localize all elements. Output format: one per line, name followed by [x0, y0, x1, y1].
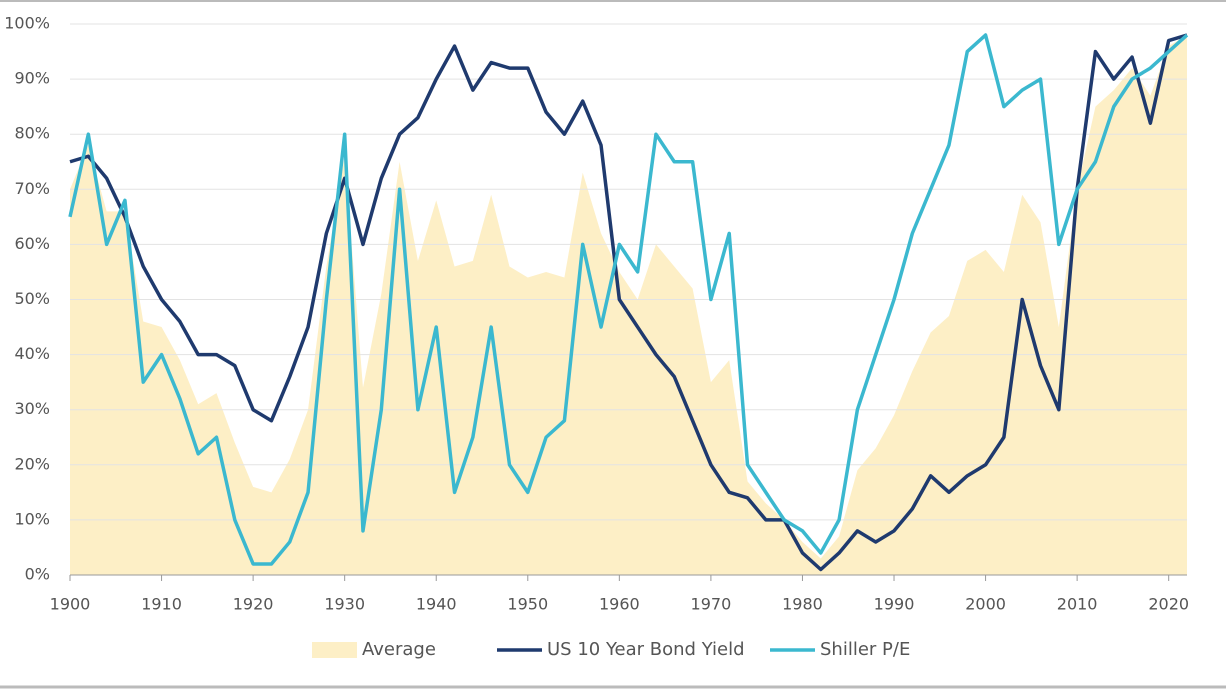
y-tick-label: 80%	[14, 124, 50, 143]
x-tick-label: 1930	[324, 595, 365, 614]
y-tick-label: 50%	[14, 289, 50, 308]
line	[68, 33, 1189, 566]
x-tick-label: 1980	[782, 595, 823, 614]
area	[70, 35, 1187, 575]
x-tick-label: 1960	[599, 595, 640, 614]
y-tick-label: 30%	[14, 399, 50, 418]
x-tick-label: 1920	[233, 595, 274, 614]
y-tick-label: 10%	[14, 509, 50, 528]
legend-label: US 10 Year Bond Yield	[547, 639, 745, 660]
x-tick-label: 1900	[50, 595, 91, 614]
y-tick-label: 40%	[14, 344, 50, 363]
y-tick-label: 20%	[14, 454, 50, 473]
line	[69, 33, 1188, 572]
x-tick-label: 2000	[965, 595, 1006, 614]
x-tick-label: 2010	[1057, 595, 1098, 614]
y-tick-label: 60%	[14, 234, 50, 253]
legend-label: Average	[362, 639, 436, 660]
x-tick-label: 1950	[507, 595, 548, 614]
legend-swatch	[312, 642, 357, 658]
x-tick-label: 1940	[416, 595, 457, 614]
legend-label: Shiller P/E	[820, 639, 910, 660]
x-tick-label: 2020	[1148, 595, 1189, 614]
x-tick-label: 1990	[874, 595, 915, 614]
y-tick-label: 90%	[14, 69, 50, 88]
x-tick-label: 1970	[691, 595, 732, 614]
x-tick-label: 1910	[141, 595, 182, 614]
y-tick-label: 0%	[25, 565, 50, 584]
y-tick-label: 100%	[4, 14, 50, 33]
y-tick-label: 70%	[14, 179, 50, 198]
